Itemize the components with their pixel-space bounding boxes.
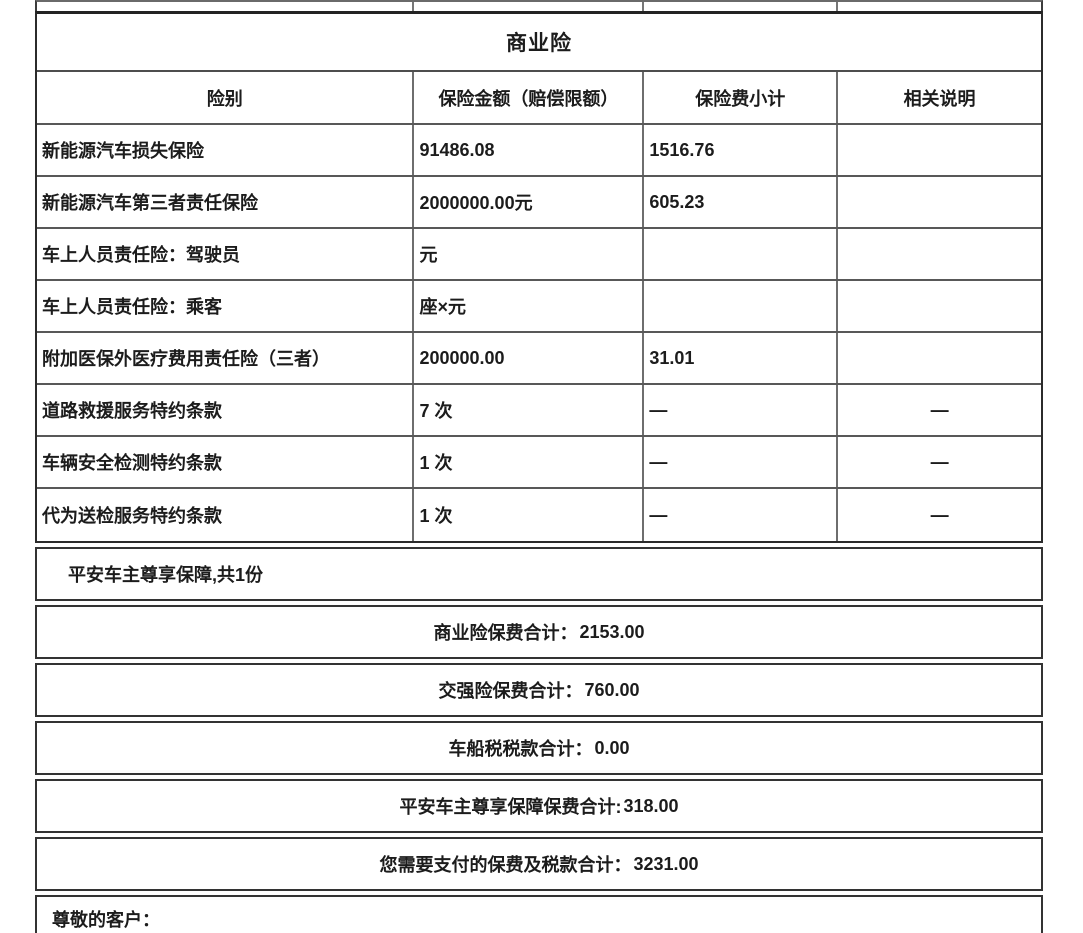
table-row: 道路救援服务特约条款 7 次 — — [37, 385, 1041, 437]
coverage-premium: 1516.76 [642, 125, 836, 175]
table-row: 附加医保外医疗费用责任险（三者） 200000.00 31.01 [37, 333, 1041, 385]
addon-premium-total-strip: 平安车主尊享保障保费合计: 318.00 [35, 779, 1043, 833]
column-header-type: 险别 [206, 88, 243, 109]
coverage-note [836, 229, 1041, 279]
coverage-name: 新能源汽车第三者责任保险 [42, 193, 258, 213]
table-row: 新能源汽车损失保险 91486.08 1516.76 [37, 125, 1041, 177]
coverage-name: 车上人员责任险：乘客 [42, 297, 222, 317]
coverage-premium: — [642, 489, 836, 541]
coverage-premium: — [642, 385, 836, 435]
remnant-cell [412, 2, 642, 11]
coverage-note [836, 125, 1041, 175]
column-header-premium: 保险费小计 [642, 72, 836, 123]
coverage-premium: 31.01 [642, 333, 836, 383]
table-row: 车上人员责任险：乘客 座×元 [37, 281, 1041, 333]
total-label: 车船税税款合计： [448, 739, 593, 759]
column-header-note: 相关说明 [836, 72, 1041, 123]
total-label: 商业险保费合计： [433, 623, 578, 643]
customer-greeting-strip: 尊敬的客户： [35, 895, 1043, 933]
grand-total-strip: 您需要支付的保费及税款合计： 3231.00 [35, 837, 1043, 891]
addon-coverage-text: 平安车主尊享保障,共1份 [68, 565, 264, 585]
coverage-note [836, 281, 1041, 331]
coverage-amount: 2000000.00元 [412, 177, 642, 227]
total-value: 2153.00 [579, 621, 645, 642]
total-value: 3231.00 [633, 853, 699, 874]
coverage-note: — [836, 489, 1041, 541]
coverage-name: 道路救援服务特约条款 [42, 401, 222, 421]
coverage-premium: 605.23 [642, 177, 836, 227]
coverage-amount: 1 次 [412, 437, 642, 487]
commercial-premium-total-strip: 商业险保费合计： 2153.00 [35, 605, 1043, 659]
table-row: 代为送检服务特约条款 1 次 — — [37, 489, 1041, 541]
coverage-name: 附加医保外医疗费用责任险（三者） [42, 349, 330, 369]
coverage-premium [642, 281, 836, 331]
coverage-amount: 7 次 [412, 385, 642, 435]
total-value: 318.00 [623, 795, 679, 816]
column-header-amount: 保险金额（赔偿限额） [412, 72, 642, 123]
table-row: 新能源汽车第三者责任保险 2000000.00元 605.23 [37, 177, 1041, 229]
customer-greeting-text: 尊敬的客户： [52, 910, 160, 930]
coverage-name: 车上人员责任险：驾驶员 [42, 245, 240, 265]
total-label: 平安车主尊享保障保费合计: [399, 797, 622, 817]
coverage-note: — [836, 385, 1041, 435]
total-label: 交强险保费合计： [438, 681, 583, 701]
total-label: 您需要支付的保费及税款合计： [379, 855, 632, 875]
coverage-note [836, 177, 1041, 227]
table-row: 车辆安全检测特约条款 1 次 — — [37, 437, 1041, 489]
coverage-premium: — [642, 437, 836, 487]
coverage-name: 新能源汽车损失保险 [42, 141, 204, 161]
coverage-amount: 元 [412, 229, 642, 279]
commercial-insurance-table: 商业险 险别 保险金额（赔偿限额） 保险费小计 相关说明 新能源汽车损失保险 9… [35, 11, 1043, 543]
insurance-quote-document: 商业险 险别 保险金额（赔偿限额） 保险费小计 相关说明 新能源汽车损失保险 9… [35, 0, 1043, 933]
compulsory-premium-total-strip: 交强险保费合计： 760.00 [35, 663, 1043, 717]
remnant-cell [37, 2, 412, 11]
coverage-amount: 座×元 [412, 281, 642, 331]
table-title: 商业险 [37, 14, 1041, 72]
coverage-amount: 200000.00 [412, 333, 642, 383]
vehicle-tax-total-strip: 车船税税款合计： 0.00 [35, 721, 1043, 775]
remnant-cell [642, 2, 836, 11]
remnant-cell [836, 2, 1041, 11]
coverage-note [836, 333, 1041, 383]
addon-coverage-strip: 平安车主尊享保障,共1份 [35, 547, 1043, 601]
total-value: 0.00 [594, 737, 630, 758]
total-value: 760.00 [584, 679, 640, 700]
coverage-name: 车辆安全检测特约条款 [42, 453, 222, 473]
coverage-premium [642, 229, 836, 279]
table-row: 车上人员责任险：驾驶员 元 [37, 229, 1041, 281]
coverage-amount: 91486.08 [412, 125, 642, 175]
previous-table-remnant [35, 0, 1043, 11]
coverage-note: — [836, 437, 1041, 487]
coverage-amount: 1 次 [412, 489, 642, 541]
table-header-row: 险别 保险金额（赔偿限额） 保险费小计 相关说明 [37, 72, 1041, 125]
coverage-name: 代为送检服务特约条款 [42, 506, 222, 526]
